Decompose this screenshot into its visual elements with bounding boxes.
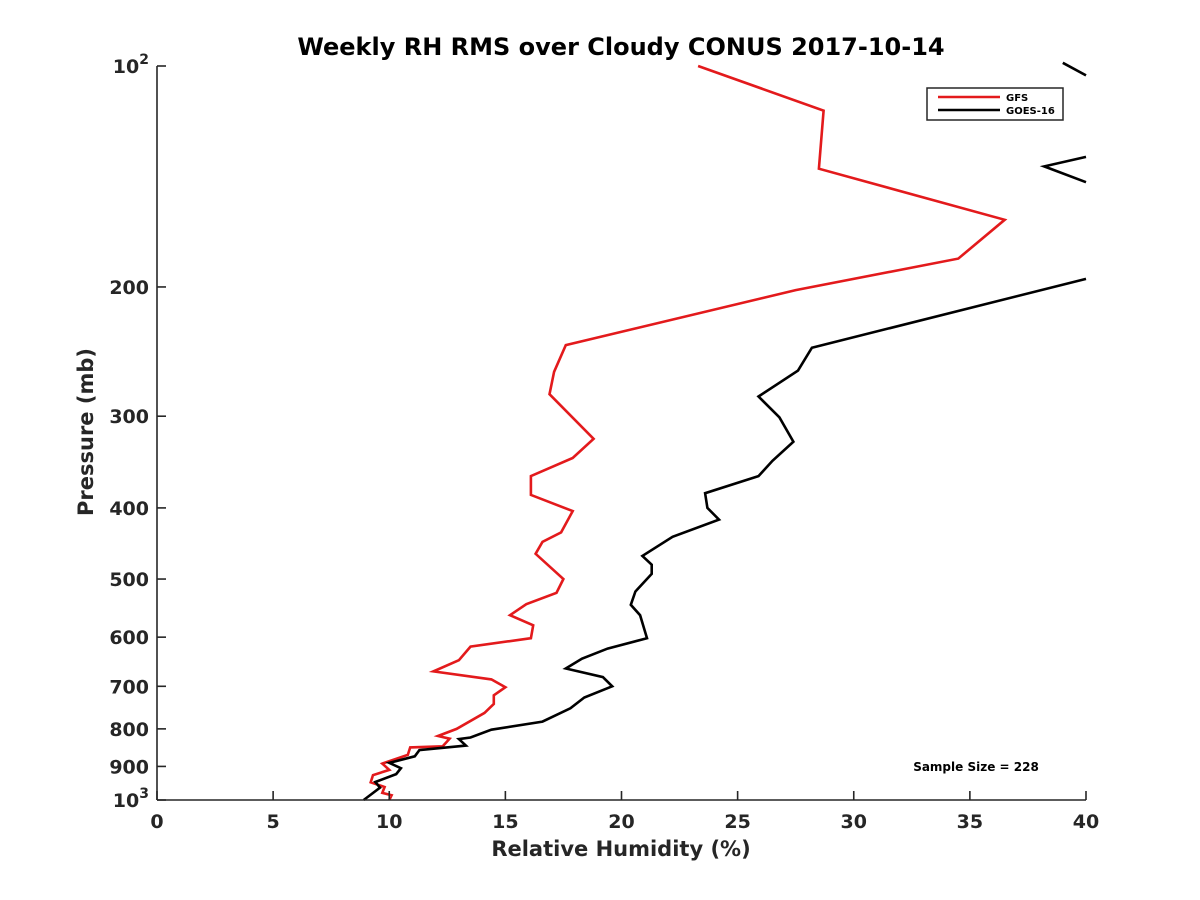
y-tick-label-base: 10: [113, 56, 139, 78]
y-tick-label: 800: [109, 719, 149, 741]
y-tick-label-base: 900: [109, 756, 149, 778]
y-tick-label: 500: [109, 569, 149, 591]
y-axis-label: Pressure (mb): [74, 348, 98, 516]
y-tick-label-base: 400: [109, 498, 149, 520]
series-line-gfs: [369, 64, 1008, 801]
chart-title: Weekly RH RMS over Cloudy CONUS 2017-10-…: [297, 33, 944, 61]
x-ticks: 0 5 10 15 20 25 30 35 40: [150, 791, 1099, 833]
x-tick-label: 35: [957, 811, 983, 833]
y-tick-label: 300: [109, 406, 149, 428]
y-tick-label-base: 700: [109, 676, 149, 698]
legend: GFS GOES-16: [926, 87, 1064, 121]
x-tick-label: 15: [492, 811, 518, 833]
y-tick-label: 900: [109, 756, 149, 778]
y-tick-label: 102: [113, 52, 149, 78]
series-line-unlabeled-3: [1039, 155, 1087, 184]
x-tick-label: 10: [376, 811, 402, 833]
plot-area: [157, 61, 1087, 802]
x-tick-label: 40: [1073, 811, 1099, 833]
legend-label: GOES-16: [1006, 106, 1055, 117]
y-tick-label-base: 300: [109, 406, 149, 428]
y-tick-label: 400: [109, 498, 149, 520]
y-tick-label-exponent: 2: [139, 52, 149, 68]
x-tick-label: 25: [724, 811, 750, 833]
series-line-goes-16: [362, 277, 1087, 802]
x-axis: 0 5 10 15 20 25 30 35 40: [150, 791, 1099, 833]
series-line-unlabeled-2: [1062, 61, 1087, 77]
y-tick-label: 103: [113, 786, 149, 812]
y-tick-label-base: 500: [109, 569, 149, 591]
x-axis-label: Relative Humidity (%): [491, 837, 750, 861]
y-tick-label-base: 600: [109, 627, 149, 649]
y-tick-label-base: 10: [113, 790, 139, 812]
legend-box: [926, 87, 1064, 121]
y-tick-label-exponent: 3: [139, 786, 149, 802]
y-tick-label: 200: [109, 277, 149, 299]
plot-background: [157, 66, 1086, 800]
series-layer: [362, 61, 1087, 802]
y-tick-label: 700: [109, 676, 149, 698]
y-tick-label: 600: [109, 627, 149, 649]
x-tick-label: 5: [267, 811, 280, 833]
x-tick-label: 0: [150, 811, 163, 833]
y-tick-label-base: 200: [109, 277, 149, 299]
x-tick-label: 30: [841, 811, 867, 833]
legend-label: GFS: [1006, 93, 1028, 104]
sample-size-annotation: Sample Size = 228: [913, 760, 1039, 774]
legend-entries: GFS GOES-16: [938, 93, 1055, 117]
y-tick-label-base: 800: [109, 719, 149, 741]
x-tick-label: 20: [608, 811, 634, 833]
